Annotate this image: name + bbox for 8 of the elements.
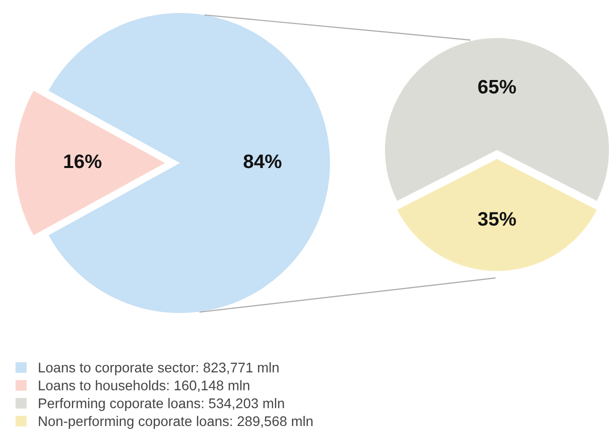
legend-label: Loans to corporate sector: 823,771 mln xyxy=(38,362,279,376)
data-label: 16% xyxy=(64,154,102,168)
data-label: 65% xyxy=(478,80,516,94)
data-label: 84% xyxy=(244,154,282,168)
legend-label: Non-performing coporate loans: 289,568 mln xyxy=(38,416,312,429)
legend-label: Loans to households: 160,148 mln xyxy=(38,380,250,392)
legend-label: Performing coporate loans: 534,203 mln xyxy=(38,398,284,411)
data-label: 35% xyxy=(478,212,516,226)
